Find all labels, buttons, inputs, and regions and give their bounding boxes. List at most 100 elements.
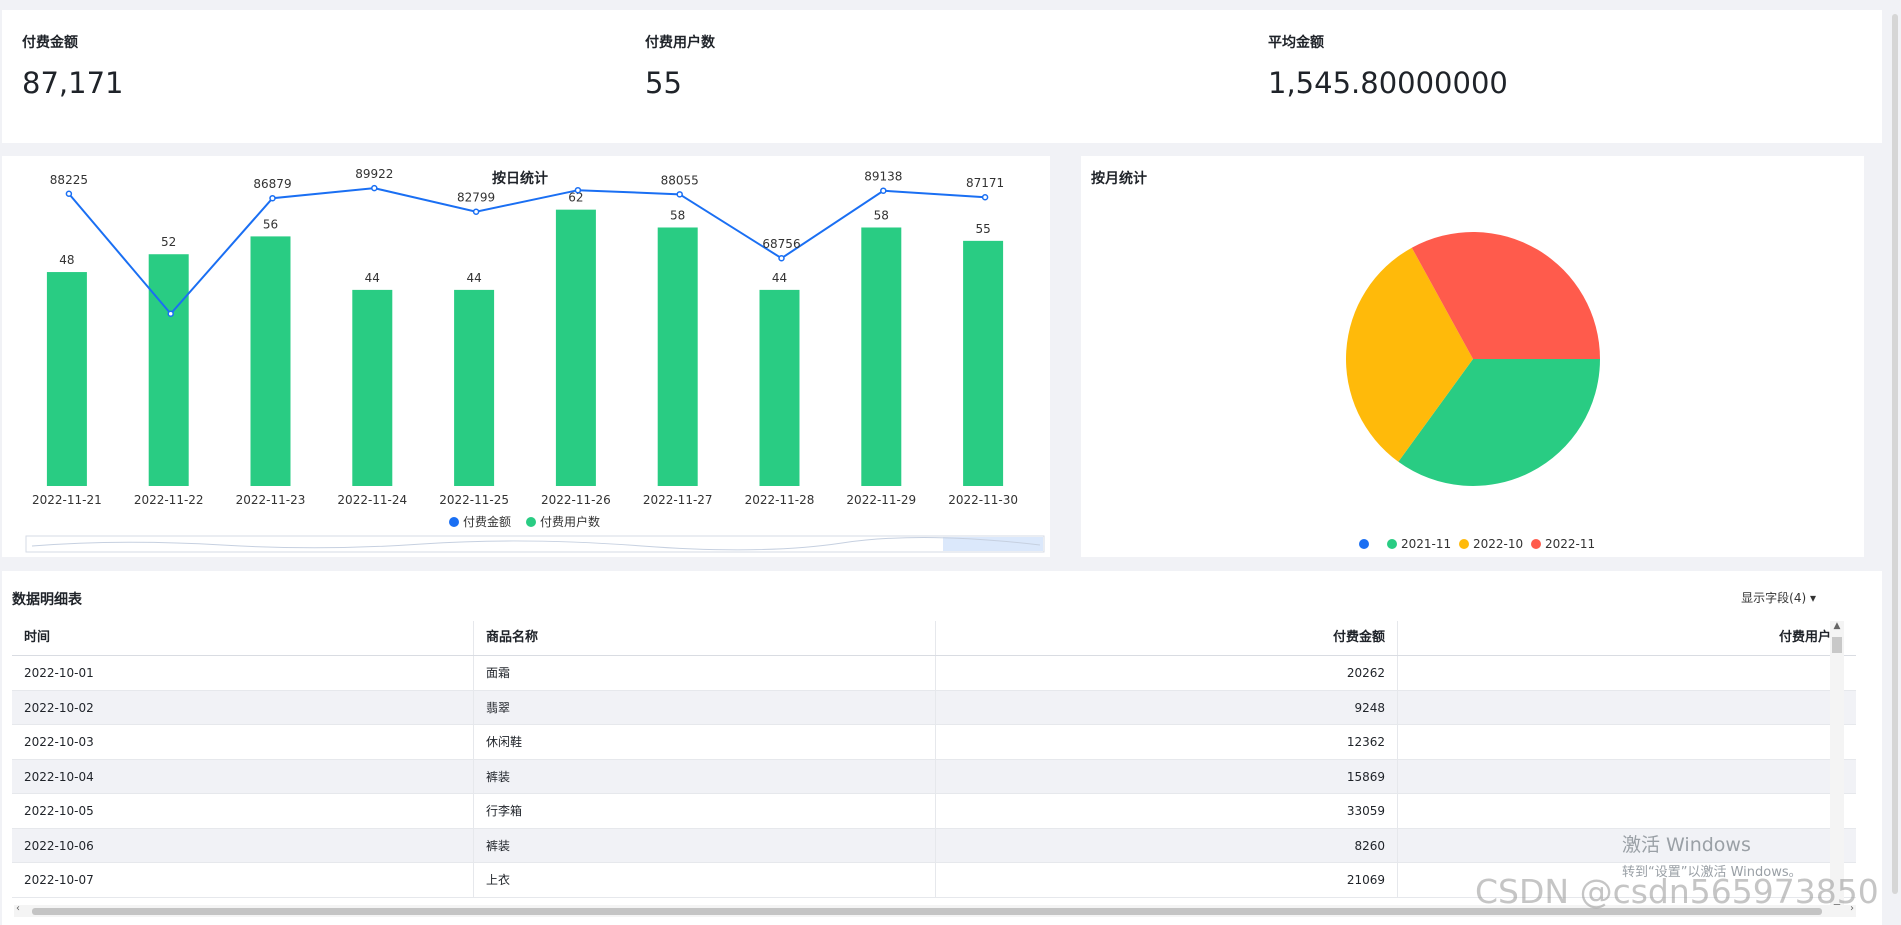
line-point	[778, 254, 785, 262]
pie-slice-2022-10	[1346, 247, 1473, 462]
detail-table: 时间 商品名称 付费金额 付费用户数 2022-10-01面霜202621120…	[12, 621, 1856, 898]
x-tick-label: 2022-11-29	[846, 493, 916, 507]
legend-marker-users	[526, 517, 536, 527]
monthly-pie-chart: 2021-11 2022-10 2022-11	[1346, 232, 1600, 551]
pie-slice-2021-11	[1398, 359, 1600, 486]
line-point	[676, 191, 683, 198]
table-cell: 翡翠	[474, 690, 936, 724]
kpi-label: 付费用户数	[645, 35, 715, 51]
line-point	[472, 208, 480, 215]
bar-label: 56	[263, 217, 278, 231]
scroll-right-icon[interactable]: ›	[1850, 903, 1854, 914]
bar-2022-11-21	[46, 272, 87, 486]
legend-marker	[1531, 539, 1541, 549]
table-row[interactable]: 2022-10-02翡翠92488	[12, 690, 1856, 725]
line-series-amount	[68, 187, 986, 316]
scroll-up-icon[interactable]: ▲	[1833, 621, 1841, 631]
table-cell: 20262	[936, 656, 1398, 690]
table-cell: 15869	[936, 759, 1398, 793]
legend-label: 2022-11	[1545, 537, 1595, 551]
table-cell: 11	[1398, 656, 1856, 690]
bar-label: 48	[59, 253, 74, 267]
data-zoom-window	[943, 537, 1043, 551]
table-row[interactable]: 2022-10-06裤装826014	[12, 828, 1856, 863]
line-label: 89922	[355, 167, 393, 181]
bar-2022-11-23	[250, 236, 291, 486]
table-row[interactable]: 2022-10-05行李箱3305913	[12, 794, 1856, 829]
line-label: 87171	[966, 176, 1004, 190]
kpi-value: 55	[645, 66, 682, 100]
page-scrollbar[interactable]	[1890, 0, 1900, 925]
bar-2022-11-25	[454, 289, 495, 486]
table-cell: 裤装	[474, 759, 936, 793]
scroll-thumb[interactable]	[32, 908, 1822, 915]
table-cell: 7	[1398, 760, 1856, 794]
line-point	[880, 187, 887, 194]
legend-label: 2021-11	[1401, 537, 1451, 551]
bar-label: 44	[365, 271, 380, 285]
table-cell: 2022-10-05	[12, 794, 474, 828]
legend-marker-amount	[449, 517, 459, 527]
kpi-label: 平均金额	[1268, 35, 1324, 51]
scroll-left-icon[interactable]: ‹	[16, 903, 20, 914]
table-row[interactable]: 2022-10-01面霜2026211	[12, 656, 1856, 691]
table-cell: 2022-10-04	[12, 759, 474, 793]
col-header-product[interactable]: 商品名称	[474, 621, 936, 655]
table-cell: 21069	[936, 863, 1398, 897]
col-header-amount[interactable]: 付费金额	[936, 621, 1398, 655]
pie-slice-2022-11	[1411, 232, 1600, 359]
show-fields-dropdown[interactable]: 显示字段(4) ▾	[1741, 589, 1816, 606]
table-row[interactable]: 2022-10-03休闲鞋123627	[12, 725, 1856, 760]
bar-2022-11-28	[759, 289, 800, 486]
table-title: 数据明细表	[12, 592, 82, 608]
legend-marker-blank	[1359, 539, 1369, 549]
line-point	[269, 194, 276, 202]
kpi-label: 付费金额	[22, 35, 78, 51]
table-cell: 8	[1398, 691, 1856, 725]
x-tick-label: 2022-11-28	[745, 493, 815, 507]
caret-down-icon: ▾	[1809, 591, 1816, 605]
col-header-users[interactable]: 付费用户数	[1778, 630, 1844, 645]
table-cell: 9248	[936, 690, 1398, 724]
line-label: 82799	[457, 191, 495, 205]
table-cell: 2022-10-07	[12, 863, 474, 897]
x-tick-label: 2022-11-25	[439, 493, 509, 507]
watermark-line1: 激活 Windows	[1622, 834, 1751, 856]
x-tick-label: 2022-11-21	[32, 493, 102, 507]
scroll-thumb[interactable]	[1832, 637, 1842, 653]
table-cell: 33059	[936, 794, 1398, 828]
page-scroll-thumb[interactable]	[1892, 14, 1898, 894]
table-cell: 休闲鞋	[474, 725, 936, 759]
x-tick-label: 2022-11-30	[948, 493, 1018, 507]
bar-label: 44	[772, 271, 787, 285]
line-point	[371, 184, 378, 192]
table-row[interactable]: 2022-10-04裤装158697	[12, 759, 1856, 794]
table-body: 2022-10-01面霜20262112022-10-02翡翠924882022…	[12, 656, 1856, 898]
kpi-panel: 付费金额 87,171 付费用户数 55 平均金额 1,545.80000000	[2, 10, 1882, 143]
bar-label: 58	[670, 208, 685, 222]
legend-marker	[1459, 539, 1469, 549]
bar-label: 62	[568, 191, 583, 205]
table-horizontal-scrollbar[interactable]: ‹ ›	[14, 903, 1856, 917]
table-cell: 7	[1398, 725, 1856, 759]
table-cell: 2022-10-01	[12, 656, 474, 690]
watermark-line2: 转到“设置”以激活 Windows。	[1622, 865, 1802, 880]
show-fields-label: 显示字段(4)	[1741, 591, 1807, 605]
bar-2022-11-29	[861, 227, 902, 486]
line-point	[574, 186, 582, 194]
line-point	[167, 310, 174, 317]
col-header-time[interactable]: 时间	[12, 621, 474, 655]
table-cell: 2022-10-03	[12, 725, 474, 759]
x-tick-label: 2022-11-24	[337, 493, 407, 507]
kpi-value: 87,171	[22, 66, 124, 100]
bar-2022-11-22	[148, 254, 189, 486]
line-point	[65, 190, 73, 198]
x-tick-label: 2022-11-26	[541, 493, 611, 507]
x-tick-label: 2022-11-27	[643, 493, 713, 507]
bar-2022-11-27	[657, 227, 698, 486]
windows-activation-watermark: 激活 Windows 转到“设置”以激活 Windows。	[1622, 830, 1802, 880]
monthly-chart-title: 按月统计	[1091, 171, 1147, 187]
line-label: 89138	[864, 170, 902, 184]
legend-marker	[1387, 539, 1397, 549]
table-vertical-scrollbar[interactable]: ▲ ▼	[1830, 621, 1844, 913]
